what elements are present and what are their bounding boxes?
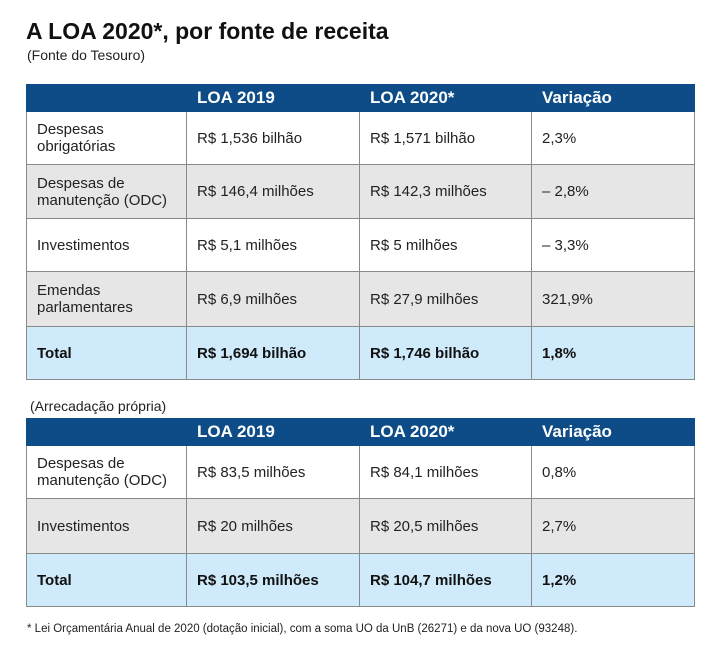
cell-loa-2020: R$ 1,746 bilhão [359,326,532,380]
row-label: Total [26,553,187,607]
cell-variation: 1,8% [531,326,695,380]
row-label: Total [26,326,187,380]
row-label: Investimentos [26,498,187,554]
header-cell-loa-2020: LOA 2020* [359,84,532,112]
cell-loa-2019: R$ 83,5 milhões [186,445,360,499]
cell-variation: – 2,8% [531,164,695,219]
cell-loa-2020: R$ 84,1 milhões [359,445,532,499]
cell-variation: 1,2% [531,553,695,607]
header-cell-loa-2019: LOA 2019 [186,418,360,446]
header-cell-empty [26,84,187,112]
header-cell-empty [26,418,187,446]
table-row: Emendas parlamentares R$ 6,9 milhões R$ … [26,271,695,327]
total-row: Total R$ 103,5 milhões R$ 104,7 milhões … [26,553,695,607]
page-subtitle: (Fonte do Tesouro) [27,47,146,63]
cell-variation: 321,9% [531,271,695,327]
cell-loa-2020: R$ 1,571 bilhão [359,111,532,165]
cell-loa-2019: R$ 103,5 milhões [186,553,360,607]
cell-loa-2019: R$ 20 milhões [186,498,360,554]
cell-loa-2020: R$ 5 milhões [359,218,532,272]
table-header-row: LOA 2019 LOA 2020* Variação [26,418,695,446]
cell-loa-2020: R$ 20,5 milhões [359,498,532,554]
footnote: * Lei Orçamentária Anual de 2020 (dotaçã… [27,623,578,635]
cell-variation: 2,7% [531,498,695,554]
cell-variation: 0,8% [531,445,695,499]
cell-loa-2019: R$ 1,694 bilhão [186,326,360,380]
cell-loa-2019: R$ 146,4 milhões [186,164,360,219]
treasury-budget-table: LOA 2019 LOA 2020* Variação Despesas obr… [26,84,695,380]
header-cell-loa-2019: LOA 2019 [186,84,360,112]
cell-variation: 2,3% [531,111,695,165]
header-cell-variation: Variação [531,84,695,112]
table-row: Despesas de manutenção (ODC) R$ 83,5 mil… [26,445,695,499]
row-label: Investimentos [26,218,187,272]
row-label: Despesas obrigatórias [26,111,187,165]
header-cell-loa-2020: LOA 2020* [359,418,532,446]
row-label: Despesas de manutenção (ODC) [26,445,187,499]
section-label-own-revenue: (Arrecadação própria) [30,398,167,414]
cell-loa-2020: R$ 27,9 milhões [359,271,532,327]
header-cell-variation: Variação [531,418,695,446]
row-label: Emendas parlamentares [26,271,187,327]
cell-loa-2019: R$ 5,1 milhões [186,218,360,272]
table-row: Despesas obrigatórias R$ 1,536 bilhão R$… [26,111,695,165]
total-row: Total R$ 1,694 bilhão R$ 1,746 bilhão 1,… [26,326,695,380]
page-title: A LOA 2020*, por fonte de receita [26,18,389,44]
cell-loa-2019: R$ 6,9 milhões [186,271,360,327]
cell-loa-2020: R$ 142,3 milhões [359,164,532,219]
table-row: Investimentos R$ 20 milhões R$ 20,5 milh… [26,498,695,554]
cell-variation: – 3,3% [531,218,695,272]
cell-loa-2019: R$ 1,536 bilhão [186,111,360,165]
cell-loa-2020: R$ 104,7 milhões [359,553,532,607]
own-revenue-budget-table: LOA 2019 LOA 2020* Variação Despesas de … [26,418,695,607]
table-row: Despesas de manutenção (ODC) R$ 146,4 mi… [26,164,695,219]
row-label: Despesas de manutenção (ODC) [26,164,187,219]
table-header-row: LOA 2019 LOA 2020* Variação [26,84,695,112]
table-row: Investimentos R$ 5,1 milhões R$ 5 milhõe… [26,218,695,272]
